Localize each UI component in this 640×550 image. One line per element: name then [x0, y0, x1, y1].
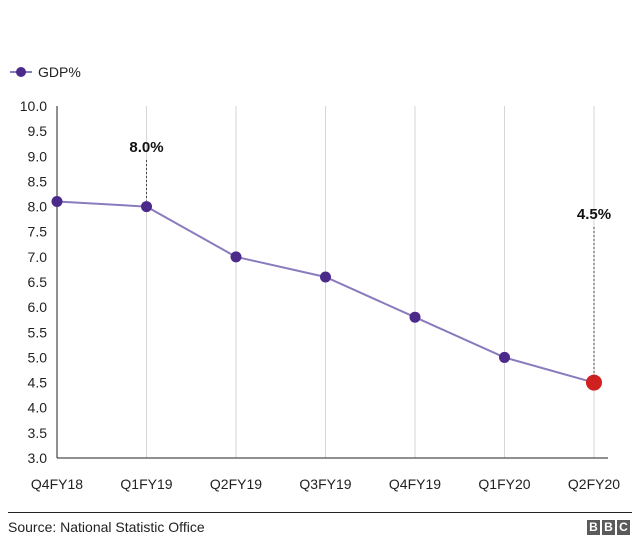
- y-tick-label: 7.5: [28, 224, 48, 240]
- y-tick-label: 4.0: [28, 400, 48, 416]
- footer-divider: [8, 512, 632, 513]
- y-tick-label: 9.5: [28, 123, 48, 139]
- bbc-logo-letter-2: B: [602, 520, 615, 535]
- data-point: [141, 201, 152, 213]
- x-tick-label: Q1FY20: [478, 476, 530, 492]
- y-tick-label: 3.5: [28, 425, 48, 441]
- y-tick-label: 8.0: [28, 199, 48, 215]
- data-point: [51, 196, 63, 208]
- y-tick-label: 7.0: [28, 249, 48, 265]
- data-point: [409, 311, 421, 323]
- y-tick-label: 10.0: [20, 98, 47, 114]
- x-tick-label: Q2FY20: [568, 476, 620, 492]
- annotation-label: 4.5%: [577, 206, 611, 223]
- x-tick-label: Q4FY19: [389, 476, 441, 492]
- x-tick-label: Q2FY19: [210, 476, 262, 492]
- y-tick-label: 5.0: [28, 349, 48, 365]
- data-point-highlight: [586, 374, 602, 391]
- source-note: Source: National Statistic Office: [8, 519, 205, 535]
- y-tick-label: 3.0: [28, 450, 48, 466]
- y-tick-label: 8.5: [28, 173, 48, 189]
- data-point: [230, 251, 242, 263]
- legend-label: GDP%: [38, 64, 81, 80]
- y-tick-label: 6.5: [28, 274, 48, 290]
- data-point: [320, 271, 331, 283]
- y-tick-label: 5.5: [28, 324, 48, 340]
- y-tick-label: 6.0: [28, 299, 48, 315]
- annotation-label: 8.0%: [129, 139, 163, 156]
- x-tick-label: Q3FY19: [299, 476, 351, 492]
- bbc-logo: B B C: [587, 520, 630, 535]
- bbc-logo-letter-1: B: [587, 520, 600, 535]
- gdp-line-chart: GDP% 3.0 3.5 4.0 4.5 5.0 5.5 6.0 6.5 7.0 7.5 8.0 8.…: [10, 64, 620, 492]
- legend-marker-swatch: [16, 67, 26, 77]
- x-tick-label: Q4FY18: [31, 476, 83, 492]
- legend: GDP%: [10, 64, 81, 80]
- bbc-logo-letter-3: C: [617, 520, 630, 535]
- y-tick-label: 9.0: [28, 148, 48, 164]
- x-tick-label: Q1FY19: [120, 476, 172, 492]
- y-tick-label: 4.5: [28, 375, 48, 391]
- data-point: [499, 351, 510, 363]
